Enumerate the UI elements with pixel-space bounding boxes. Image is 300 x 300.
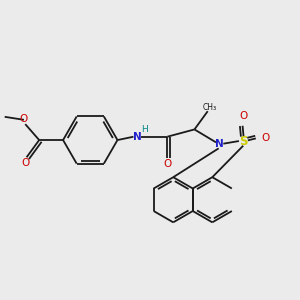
Text: O: O: [21, 158, 29, 168]
Text: S: S: [239, 134, 248, 148]
Text: O: O: [239, 111, 248, 121]
Text: N: N: [215, 140, 224, 149]
Text: CH₃: CH₃: [202, 103, 217, 112]
Text: O: O: [163, 159, 171, 169]
Text: N: N: [133, 132, 142, 142]
Text: O: O: [261, 134, 269, 143]
Text: O: O: [20, 115, 28, 124]
Text: H: H: [141, 125, 148, 134]
